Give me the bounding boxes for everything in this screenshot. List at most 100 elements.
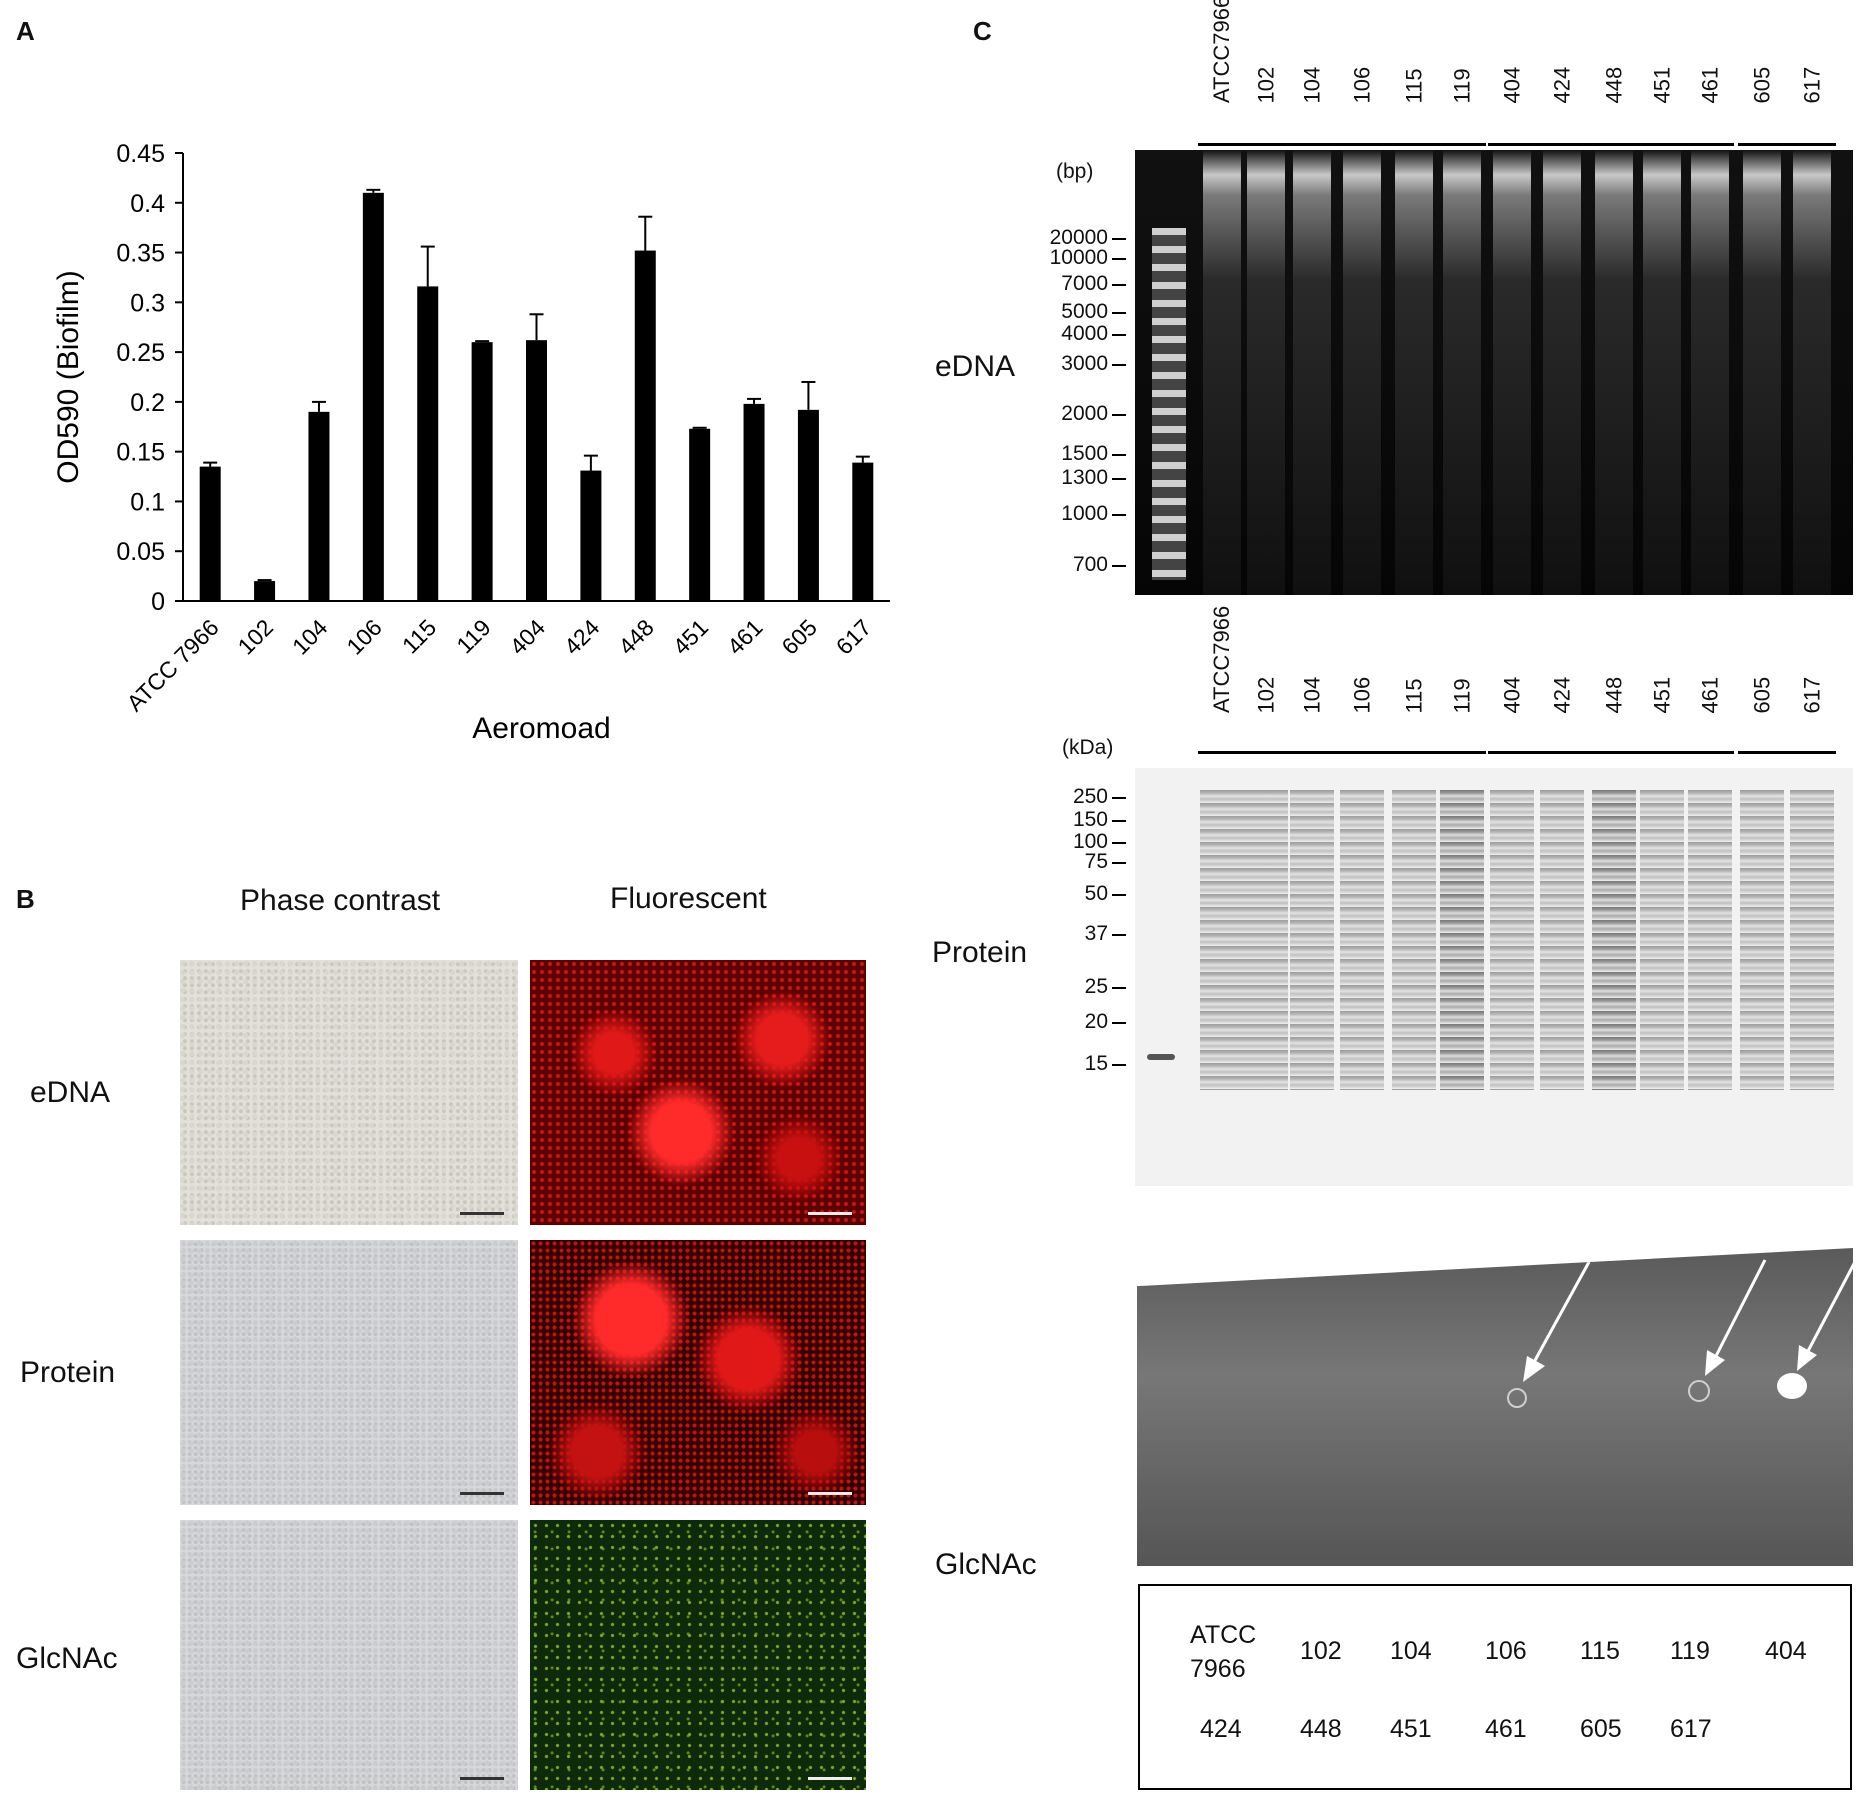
lane-label: 404 xyxy=(1499,66,1524,103)
scale-bar xyxy=(460,1777,504,1780)
dna-sample-lane xyxy=(1247,150,1285,595)
x-tick-label: 104 xyxy=(287,614,333,660)
edna-ladder-label: 20000 xyxy=(1049,226,1108,249)
protein-sample-lane xyxy=(1200,790,1244,1090)
edna-ladder-tick xyxy=(1112,238,1126,240)
protein-ladder-label: 37 xyxy=(1084,922,1108,945)
edna-ladder-label: 700 xyxy=(1072,553,1108,576)
lane-label: 115 xyxy=(1401,67,1426,103)
row-label-c-edna: eDNA xyxy=(935,350,1016,383)
row-label-protein: Protein xyxy=(20,1356,116,1389)
row-label-edna: eDNA xyxy=(30,1076,111,1109)
bar xyxy=(471,342,493,601)
lane-label: 605 xyxy=(1749,676,1774,713)
edna-ladder-tick xyxy=(1112,284,1126,286)
legend-strain-label: 451 xyxy=(1390,1715,1432,1743)
legend-strain-label: 115 xyxy=(1580,1637,1620,1665)
legend-strain-label: 404 xyxy=(1765,1637,1807,1665)
fluorescent-glcnac-image xyxy=(530,1520,866,1790)
protein-ladder-tick xyxy=(1112,1022,1126,1024)
x-tick-label: 617 xyxy=(831,614,877,660)
bar xyxy=(689,428,711,601)
edna-ladder-label: 4000 xyxy=(1061,322,1108,345)
row-label-c-protein: Protein xyxy=(932,936,1028,969)
edna-ladder-label: 7000 xyxy=(1061,272,1108,295)
legend-strain-label: 617 xyxy=(1670,1715,1712,1743)
edna-ladder-label: 3000 xyxy=(1061,352,1108,375)
legend-strain-label: 448 xyxy=(1300,1715,1342,1743)
edna-unit-label: (bp) xyxy=(1056,160,1094,183)
phase-edna-image xyxy=(180,960,518,1225)
lane-label: 448 xyxy=(1601,66,1626,103)
lane-label: 404 xyxy=(1499,676,1524,713)
glcnac-arrows xyxy=(1507,1257,1853,1408)
bar xyxy=(308,411,330,601)
row-label-glcnac: GlcNAc xyxy=(16,1642,118,1675)
phase-glcnac-image xyxy=(180,1520,518,1790)
x-tick-label: 106 xyxy=(341,614,387,660)
edna-gel-image xyxy=(1135,150,1853,595)
protein-ladder-tick xyxy=(1112,820,1126,822)
protein-sample-lane xyxy=(1290,790,1334,1090)
edna-ladder-tick xyxy=(1112,565,1126,567)
edna-ladder-label: 2000 xyxy=(1061,402,1108,425)
scale-bar xyxy=(460,1212,504,1215)
edna-ladder-tick xyxy=(1112,364,1126,366)
edna-ladder-tick xyxy=(1112,514,1126,516)
legend-strain-label: 106 xyxy=(1485,1637,1527,1665)
legend-strain-label: 605 xyxy=(1580,1715,1622,1743)
edna-ladder-label: 1500 xyxy=(1061,442,1108,465)
protein-gel-image xyxy=(1135,768,1853,1186)
protein-ladder-label: 50 xyxy=(1084,882,1108,905)
protein-sample-lane xyxy=(1490,790,1534,1090)
lane-label: 115 xyxy=(1401,677,1426,713)
y-tick-label: 0.25 xyxy=(116,339,165,367)
scale-bar xyxy=(808,1492,852,1495)
protein-ladder-tick xyxy=(1112,797,1126,799)
lane-label: 461 xyxy=(1697,66,1722,103)
x-axis-label: Aeromoad xyxy=(472,712,610,745)
bar xyxy=(743,403,765,601)
x-tick-label: 451 xyxy=(668,614,714,660)
bar xyxy=(580,470,602,601)
bar xyxy=(526,340,547,601)
lane-group-line xyxy=(1738,751,1836,754)
edna-ladder-label: 1000 xyxy=(1061,502,1108,525)
legend-strain-label: 461 xyxy=(1485,1715,1527,1743)
protein-ladder-label: 15 xyxy=(1084,1052,1108,1075)
lane-group-line xyxy=(1242,143,1486,146)
lane-label: 448 xyxy=(1601,676,1626,713)
edna-ladder-tick xyxy=(1112,334,1126,336)
lane-label: 424 xyxy=(1549,676,1574,713)
dna-sample-lane xyxy=(1793,150,1831,595)
x-tick-label: 115 xyxy=(397,614,441,658)
bar xyxy=(852,462,874,601)
lane-group-line xyxy=(1488,751,1734,754)
y-tick-label: 0.2 xyxy=(130,389,165,417)
protein-ladder-tick xyxy=(1112,842,1126,844)
dna-sample-lane xyxy=(1493,150,1531,595)
y-tick-label: 0.15 xyxy=(116,439,165,467)
lane-label: 104 xyxy=(1299,676,1324,713)
edna-ladder-label: 5000 xyxy=(1061,300,1108,323)
x-tick-label: 448 xyxy=(613,614,659,660)
lane-label: 104 xyxy=(1299,66,1324,103)
phase-protein-image xyxy=(180,1240,518,1505)
glcnac-plate-image xyxy=(1137,1248,1853,1566)
dna-sample-lane xyxy=(1343,150,1381,595)
edna-ladder-tick xyxy=(1112,258,1126,260)
legend-strain-label: 104 xyxy=(1390,1637,1432,1665)
protein-ladder-tick xyxy=(1112,1064,1126,1066)
protein-marker-lane xyxy=(1147,1054,1175,1060)
protein-unit-label: (kDa) xyxy=(1062,736,1114,759)
bar xyxy=(417,286,439,601)
fluorescent-edna-image xyxy=(530,960,866,1225)
lane-label: 106 xyxy=(1349,676,1374,713)
bar xyxy=(634,250,656,601)
lane-label: 605 xyxy=(1749,66,1774,103)
protein-sample-lane xyxy=(1640,790,1684,1090)
protein-sample-lane xyxy=(1244,790,1288,1090)
legend-strain-label: ATCC 7966 xyxy=(1190,1621,1257,1683)
lane-label: 106 xyxy=(1349,66,1374,103)
dna-ladder-lane xyxy=(1152,228,1186,580)
